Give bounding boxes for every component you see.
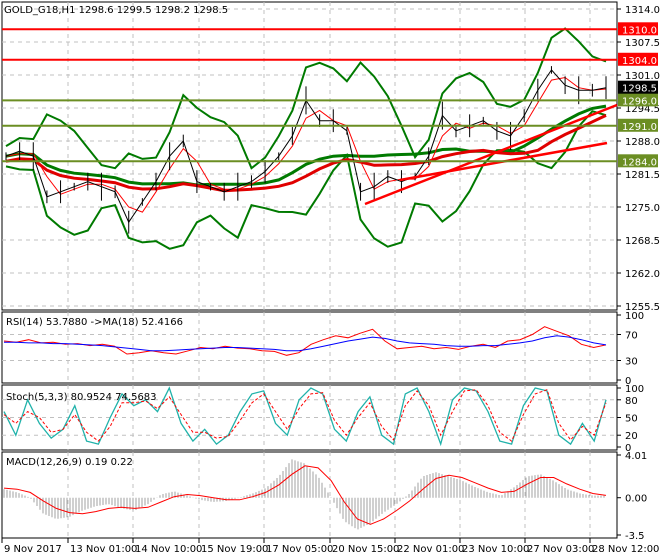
- x-tick-label: 15 Nov 19:00: [201, 544, 268, 555]
- y-tick-label: 100: [625, 384, 644, 395]
- y-tick-label: 20: [625, 431, 638, 442]
- y-tick-label: 30: [625, 357, 638, 368]
- current-price-tag: [618, 80, 658, 94]
- y-tick-label: 0.00: [625, 494, 647, 505]
- x-tick-label: 28 Nov 12:00: [592, 544, 659, 555]
- level-tag-label: 1284.0: [622, 157, 657, 168]
- level-tag: [618, 52, 658, 66]
- y-tick-label: 100: [625, 311, 644, 322]
- level-tag-label: 1291.0: [622, 122, 657, 133]
- bollinger-upper: [5, 27, 607, 170]
- y-tick-label: 1275.0: [625, 203, 660, 214]
- level-tag: [618, 22, 658, 36]
- y-tick-label: 0: [625, 443, 631, 454]
- x-tick-label: 13 Nov 01:00: [70, 544, 137, 555]
- chart-symbol-ohlc: GOLD_G18,H1 1298.6 1299.5 1298.2 1298.5: [4, 5, 228, 16]
- stoch-title: Stoch(5,3,3) 80.9524 74.5683: [6, 392, 157, 403]
- y-tick-label: 1262.0: [625, 269, 660, 280]
- y-tick-label: 1307.5: [625, 38, 660, 49]
- stoch-signal-line: [3, 389, 607, 442]
- y-tick-label: 1314.0: [625, 5, 660, 16]
- level-tag: [618, 118, 658, 132]
- x-tick-label: 17 Nov 05:00: [266, 544, 333, 555]
- y-tick-label: 0: [625, 376, 631, 387]
- y-tick-label: 1255.5: [625, 302, 660, 313]
- level-tag-label: 1304.0: [622, 56, 657, 67]
- y-tick-label: 1301.0: [625, 71, 660, 82]
- ma-fast: [5, 76, 607, 213]
- x-tick-label: 27 Nov 03:00: [527, 544, 594, 555]
- y-tick-label: 80: [625, 396, 638, 407]
- y-tick-label: -3.5: [625, 531, 645, 542]
- x-tick-label: 20 Nov 15:00: [332, 544, 399, 555]
- y-tick-label: 50: [625, 414, 638, 425]
- rsi-line: [3, 326, 607, 356]
- macd-signal-line: [3, 465, 607, 525]
- rsi-title: RSI(14) 53.7880 ->MA(18) 52.4166: [6, 317, 183, 328]
- y-tick-label: 1281.5: [625, 170, 660, 181]
- x-tick-label: 14 Nov 10:00: [135, 544, 202, 555]
- level-tag: [618, 93, 658, 107]
- y-tick-label: 1268.5: [625, 236, 660, 247]
- current-price-label: 1298.5: [622, 84, 657, 95]
- y-tick-label: 1294.5: [625, 104, 660, 115]
- y-tick-label: 1288.0: [625, 137, 660, 148]
- x-tick-label: 22 Nov 01:00: [397, 544, 464, 555]
- rsi-ma-line: [4, 335, 607, 352]
- pane-frame-0: [1, 1, 618, 311]
- trendline: [364, 103, 618, 206]
- bollinger-lower: [5, 110, 607, 250]
- stoch-main-line: [3, 386, 607, 447]
- macd-title: MACD(12,26,9) 0.19 0.22: [6, 457, 133, 468]
- x-tick-label: 9 Nov 2017: [4, 544, 62, 555]
- y-tick-label: 4.01: [625, 451, 647, 462]
- level-tag-label: 1296.0: [622, 96, 657, 107]
- x-tick-label: 23 Nov 10:00: [462, 544, 529, 555]
- pane-frame-3: [1, 451, 618, 539]
- y-tick-label: 70: [625, 331, 638, 342]
- level-tag: [618, 154, 658, 168]
- level-tag-label: 1310.0: [622, 25, 657, 36]
- pane-frame-1: [1, 311, 618, 384]
- ma-slowest: [5, 114, 607, 193]
